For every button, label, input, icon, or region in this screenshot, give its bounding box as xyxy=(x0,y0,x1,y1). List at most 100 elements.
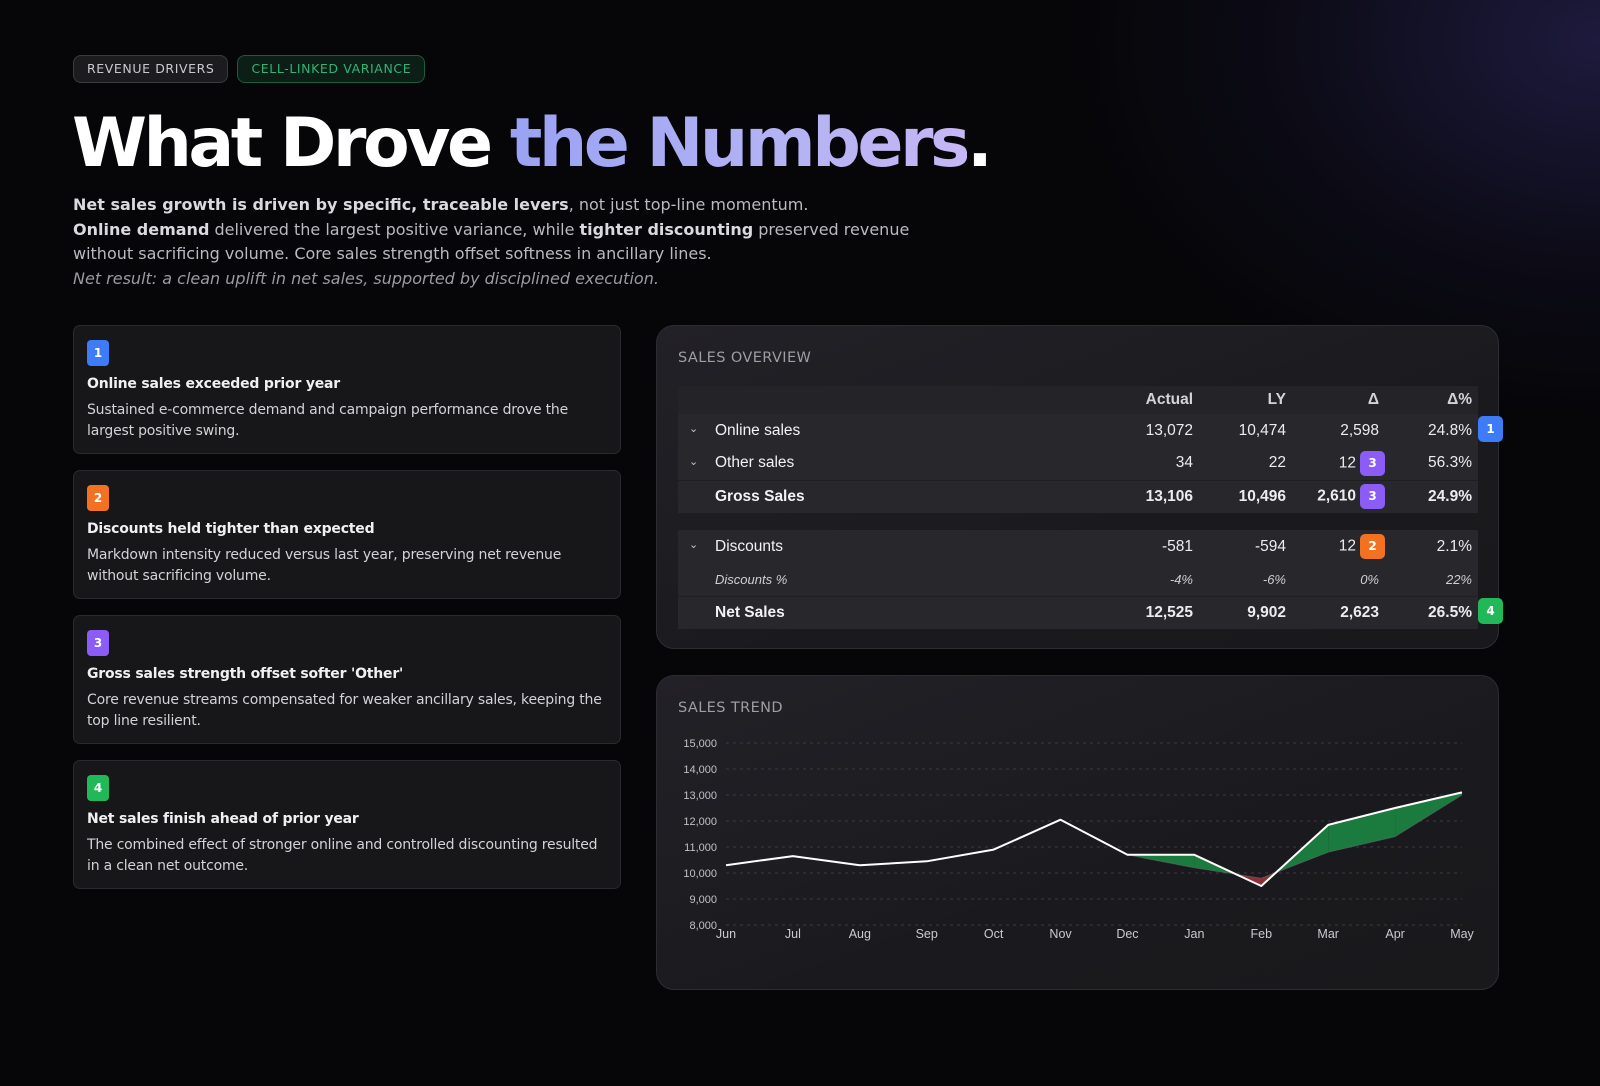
cell-delta-pct: 2.1% xyxy=(1436,537,1472,555)
y-tick-label: 13,000 xyxy=(683,790,717,802)
cell-delta: 0% xyxy=(1360,571,1379,587)
row-badge-1: 1 xyxy=(1478,416,1503,442)
intro-l2-rest: preserved revenue without sacrificing vo… xyxy=(73,219,910,264)
cell-ly: -6% xyxy=(1262,571,1286,587)
driver-badge-3: 3 xyxy=(87,630,109,656)
cell-actual: -581 xyxy=(1161,537,1193,555)
cell-delta-pct: 56.3% xyxy=(1428,454,1472,472)
variance-area xyxy=(1328,808,1396,853)
x-tick-label: Feb xyxy=(1250,927,1272,941)
cell-ly: 9,902 xyxy=(1247,603,1286,621)
intro-l2-mid: delivered the largest positive variance,… xyxy=(209,219,580,239)
x-tick-label: Apr xyxy=(1385,927,1404,941)
cell-delta: 2,598 xyxy=(1340,421,1379,439)
cell-delta-pct: 26.5% xyxy=(1428,603,1472,621)
x-tick-label: Dec xyxy=(1116,927,1138,941)
row-label: Online sales xyxy=(715,421,801,439)
driver-title-1: Online sales exceeded prior year xyxy=(87,376,341,392)
x-tick-label: Aug xyxy=(849,927,871,941)
cell-ly: 22 xyxy=(1268,454,1286,472)
cell-ly: 10,496 xyxy=(1238,487,1286,505)
chevron-down-icon[interactable]: ⌄ xyxy=(689,456,699,468)
y-tick-label: 15,000 xyxy=(683,738,717,750)
chevron-down-icon[interactable]: ⌄ xyxy=(689,423,699,435)
sales-table: Actual LY Δ Δ% ⌄ Online sales 13,072 10,4… xyxy=(678,386,1478,629)
row-label: Net Sales xyxy=(715,603,785,621)
cell-actual: 13,106 xyxy=(1145,487,1193,505)
table-header-row: Actual LY Δ Δ% xyxy=(678,386,1478,414)
cell-badge-3: 3 xyxy=(1360,450,1385,476)
cell-actual: 13,072 xyxy=(1145,421,1193,439)
title-period: . xyxy=(967,104,993,183)
cell-ly: 10,474 xyxy=(1238,421,1286,439)
row-discounts-pct: Discounts % -4% -6% 0% 22% xyxy=(678,563,1478,596)
y-tick-label: 10,000 xyxy=(683,868,717,880)
row-badge-4: 4 xyxy=(1478,598,1503,624)
intro-net-result: Net result: a clean uplift in net sales,… xyxy=(73,268,659,288)
driver-card-1: 1 Online sales exceeded prior year Susta… xyxy=(73,325,621,454)
row-label: Gross Sales xyxy=(715,487,805,505)
intro-text: Net sales growth is driven by specific, … xyxy=(73,193,973,291)
sales-trend-panel: SALES TREND 8,000 9,000 10,000 11,000 12,000… xyxy=(656,675,1499,990)
x-tick-label: Mar xyxy=(1317,927,1339,941)
intro-l1-rest: , not just top-line momentum. xyxy=(568,195,809,214)
cell-badge-2: 2 xyxy=(1360,534,1385,559)
driver-badge-4: 4 xyxy=(87,775,109,801)
cell-actual: 12,525 xyxy=(1145,603,1193,621)
y-tick-label: 9,000 xyxy=(689,894,717,906)
cell-delta-pct: 24.8% xyxy=(1428,421,1472,439)
header-actual: Actual xyxy=(1145,391,1193,408)
x-tick-label: May xyxy=(1450,927,1474,941)
driver-desc-4: The combined effect of stronger online a… xyxy=(87,837,598,874)
cell-delta-pct: 22% xyxy=(1445,571,1472,587)
y-tick-label: 8,000 xyxy=(689,920,717,932)
intro-l2-bold-2: tighter discounting xyxy=(579,219,754,239)
driver-desc-1: Sustained e-commerce demand and campaign… xyxy=(87,402,568,439)
row-label: Other sales xyxy=(715,454,795,472)
tag-group: REVENUE DRIVERS CELL-LINKED VARIANCE xyxy=(73,55,426,83)
row-gross-sales: Gross Sales 13,106 10,496 2,610 3 24.9% xyxy=(678,480,1478,513)
sales-overview-panel: SALES OVERVIEW Actual LY Δ Δ% ⌄ Online sa… xyxy=(656,325,1503,649)
chevron-down-icon[interactable]: ⌄ xyxy=(689,539,699,551)
cell-delta-value: 12 xyxy=(1338,454,1356,472)
cell-actual: 34 xyxy=(1175,454,1193,472)
cell-delta: 12 2 xyxy=(1292,530,1385,563)
title-part-1: What Drove xyxy=(72,104,510,183)
cell-delta: 12 3 xyxy=(1292,447,1385,480)
sales-trend-chart: 8,000 9,000 10,000 11,000 12,000 13,000 14,000… xyxy=(683,738,1474,941)
header-ly: LY xyxy=(1267,391,1286,408)
x-tick-label: Nov xyxy=(1049,927,1072,941)
sales-overview-title: SALES OVERVIEW xyxy=(678,350,812,366)
x-tick-label: Oct xyxy=(984,927,1004,941)
cell-delta-value: 2,610 xyxy=(1317,487,1356,505)
y-tick-label: 14,000 xyxy=(683,764,717,776)
cell-delta: 2,623 xyxy=(1340,603,1379,621)
cell-delta-value: 12 xyxy=(1338,537,1356,555)
header-delta: Δ xyxy=(1367,391,1379,408)
intro-l2-bold-1: Online demand xyxy=(73,219,210,239)
y-tick-label: 11,000 xyxy=(684,842,717,854)
row-discounts[interactable]: ⌄ Discounts -581 -594 12 2 2.1% xyxy=(678,530,1478,563)
tag-revenue-drivers: REVENUE DRIVERS xyxy=(73,55,229,83)
driver-title-4: Net sales finish ahead of prior year xyxy=(87,811,359,827)
driver-card-3: 3 Gross sales strength offset softer 'Ot… xyxy=(73,615,621,744)
driver-card-4: 4 Net sales finish ahead of prior year T… xyxy=(73,760,621,889)
row-label: Discounts % xyxy=(715,571,788,587)
tag-cell-linked-variance: CELL-LINKED VARIANCE xyxy=(237,55,426,83)
driver-badge-1: 1 xyxy=(87,340,109,366)
driver-badge-2: 2 xyxy=(87,485,109,511)
driver-desc-2: Markdown intensity reduced versus last y… xyxy=(87,547,562,584)
row-label: Discounts xyxy=(715,537,784,555)
driver-list: 1 Online sales exceeded prior year Susta… xyxy=(73,325,621,905)
driver-card-2: 2 Discounts held tighter than expected M… xyxy=(73,470,621,599)
header-delta-pct: Δ% xyxy=(1447,391,1472,408)
series-line-actual xyxy=(725,791,1463,887)
y-tick-label: 12,000 xyxy=(683,816,717,828)
driver-desc-3: Core revenue streams compensated for wea… xyxy=(87,692,602,729)
cell-badge-3: 3 xyxy=(1360,484,1385,510)
row-other-sales[interactable]: ⌄ Other sales 34 22 12 3 56.3% xyxy=(678,447,1478,480)
cell-delta: 2,610 3 xyxy=(1292,480,1385,513)
row-online-sales[interactable]: ⌄ Online sales 13,072 10,474 2,598 24.8% xyxy=(678,414,1478,447)
cell-delta-pct: 24.9% xyxy=(1428,487,1472,505)
row-net-sales: Net Sales 12,525 9,902 2,623 26.5% xyxy=(678,596,1478,629)
